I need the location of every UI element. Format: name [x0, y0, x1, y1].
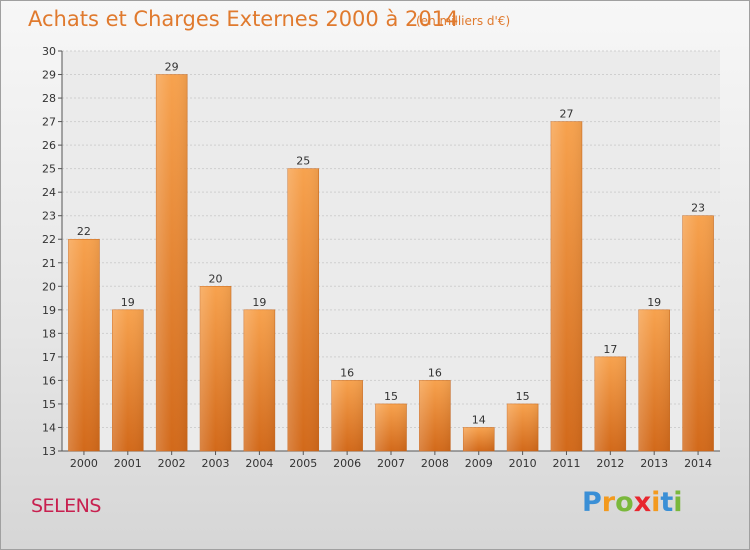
x-tick-label: 2009: [465, 457, 493, 470]
bar-layer: [68, 74, 714, 452]
bar-shine: [68, 239, 100, 451]
x-tick-label: 2011: [552, 457, 580, 470]
x-tick-label: 2008: [421, 457, 449, 470]
x-tick-label: 2003: [202, 457, 230, 470]
bar-shine: [112, 309, 144, 451]
x-tick-label: 2004: [245, 457, 273, 470]
y-tick-label: 28: [42, 92, 56, 105]
brand-letter: i: [673, 487, 683, 518]
chart-title: Achats et Charges Externes 2000 à 2014: [28, 7, 459, 31]
data-label: 15: [384, 390, 398, 403]
brand-letter: o: [615, 487, 634, 518]
bar-shine: [638, 309, 670, 451]
x-tick-label: 2013: [640, 457, 668, 470]
bar-shine: [243, 309, 275, 451]
data-label: 25: [296, 155, 310, 168]
x-tick-label: 2000: [70, 457, 98, 470]
y-tick-label: 26: [42, 139, 56, 152]
data-label: 14: [472, 413, 486, 426]
bar-shine: [200, 286, 232, 451]
brand-letter: r: [601, 487, 616, 518]
data-label: 16: [340, 366, 354, 379]
bar-shine: [331, 380, 363, 451]
y-tick-label: 13: [42, 445, 56, 458]
data-label: 20: [209, 272, 223, 285]
bar-shine: [287, 168, 319, 451]
proxiti-logo: Proxiti: [582, 487, 683, 518]
brand-letter: i: [651, 487, 661, 518]
data-label: 15: [516, 390, 530, 403]
data-label: 27: [559, 108, 573, 121]
axis-layer: 13 14 15 16 17 18 19 20 21 22 23 24 25 26 27 28 29 30 2000…: [42, 45, 720, 470]
data-label: 29: [165, 61, 179, 74]
bar-shine: [594, 356, 626, 451]
x-tick-label: 2007: [377, 457, 405, 470]
label-layer: 22 19 29 20 19 25 16 15 16 14 15 27 17 19 23: [77, 61, 705, 427]
y-tick-label: 23: [42, 210, 56, 223]
x-tick-label: 2012: [596, 457, 624, 470]
y-tick-label: 16: [42, 374, 56, 387]
data-label: 23: [691, 202, 705, 215]
x-tick-label: 2014: [684, 457, 712, 470]
y-tick-label: 17: [42, 351, 56, 364]
bar-shine: [463, 427, 495, 451]
y-tick-label: 19: [42, 304, 56, 317]
data-label: 17: [603, 343, 617, 356]
data-label: 19: [647, 296, 661, 309]
y-tick-label: 24: [42, 186, 56, 199]
bar-shine: [550, 121, 582, 452]
data-label: 19: [252, 296, 266, 309]
y-tick-label: 27: [42, 116, 56, 129]
bar-shine: [507, 403, 539, 451]
x-tick-label: 2010: [509, 457, 537, 470]
brand-letter: t: [660, 487, 674, 518]
y-tick-label: 22: [42, 233, 56, 246]
y-tick-label: 15: [42, 398, 56, 411]
y-tick-label: 14: [42, 421, 56, 434]
data-label: 19: [121, 296, 135, 309]
data-label: 16: [428, 366, 442, 379]
bar-shine: [419, 380, 451, 451]
bar-shine: [375, 403, 407, 451]
chart-unit-note: (en milliers d'€): [416, 14, 511, 28]
y-tick-label: 20: [42, 280, 56, 293]
brand-letter: x: [633, 487, 652, 518]
data-label: 22: [77, 225, 91, 238]
x-tick-label: 2001: [114, 457, 142, 470]
y-tick-label: 30: [42, 45, 56, 58]
brand-letter: P: [582, 487, 602, 518]
x-tick-label: 2002: [158, 457, 186, 470]
x-tick-label: 2005: [289, 457, 317, 470]
y-tick-label: 25: [42, 163, 56, 176]
y-tick-label: 29: [42, 69, 56, 82]
y-tick-label: 18: [42, 327, 56, 340]
bar-shine: [156, 74, 188, 451]
bar-shine: [682, 215, 714, 451]
x-tick-label: 2006: [333, 457, 361, 470]
city-name: SELENS: [31, 495, 101, 517]
y-tick-label: 21: [42, 257, 56, 270]
